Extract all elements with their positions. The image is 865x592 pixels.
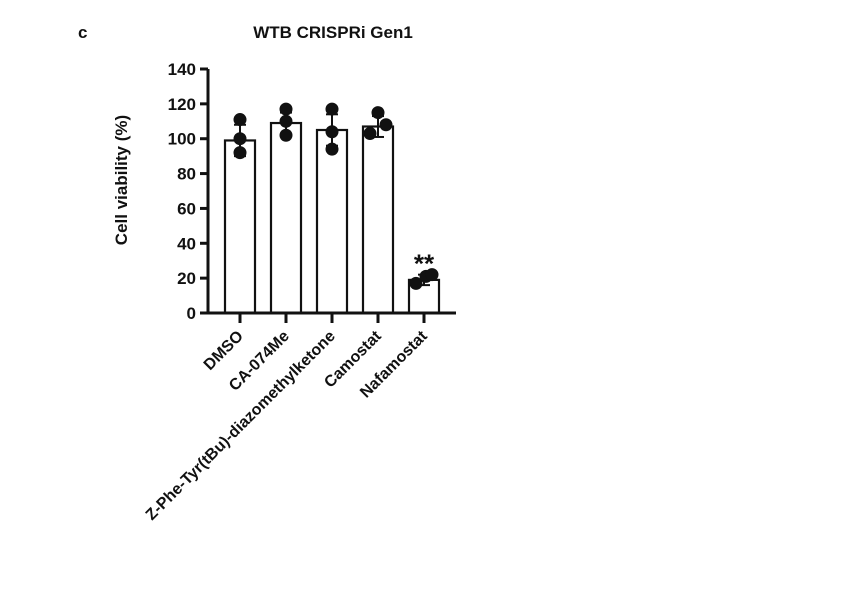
data-point [325,102,339,116]
data-point [363,126,377,140]
y-tick-label: 140 [168,60,196,79]
data-point [325,125,339,139]
y-tick-label: 100 [168,130,196,149]
x-tick-label: Z-Phe-Tyr(tBu)-diazomethylketone [143,328,339,524]
data-point [325,142,339,156]
plot-area: 020406080100120140DMSOCA-074MeZ-Phe-Tyr(… [143,60,456,524]
y-tick-label: 120 [168,95,196,114]
data-point [425,268,439,282]
bar [269,121,303,315]
panel-label: c [78,23,87,42]
bar [223,139,257,315]
significance-label: ** [414,249,435,279]
data-point [409,276,423,290]
y-axis-label: Cell viability (%) [112,115,131,245]
data-point [379,118,393,132]
bar [361,125,395,315]
data-point [233,146,247,160]
y-tick-label: 20 [177,269,196,288]
data-point [279,128,293,142]
y-tick-label: 0 [187,304,196,323]
data-point [233,132,247,146]
x-tick-label: DMSO [201,328,247,374]
y-tick-label: 60 [177,199,196,218]
data-point [371,106,385,120]
data-point [279,102,293,116]
bar [315,128,349,315]
y-tick-label: 40 [177,234,196,253]
y-tick-label: 80 [177,165,196,184]
data-point [279,114,293,128]
data-point [233,113,247,127]
chart-title: WTB CRISPRi Gen1 [253,23,413,42]
